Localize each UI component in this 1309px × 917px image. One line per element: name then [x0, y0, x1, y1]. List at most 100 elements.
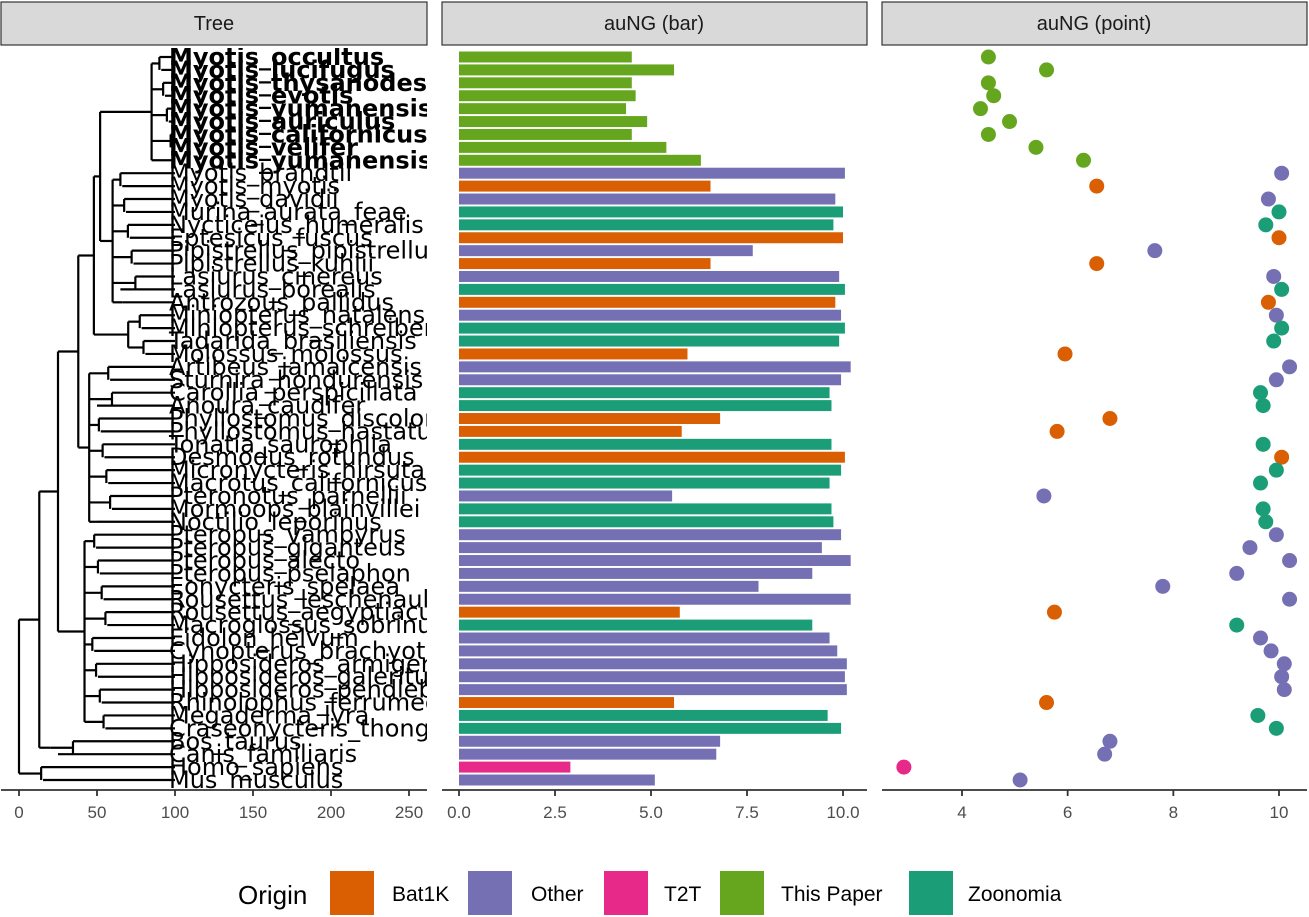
- bar: [459, 232, 843, 244]
- tip-label: Canis_familiaris: [169, 740, 357, 768]
- tip-label: Lasiurus_cinereus: [169, 262, 383, 290]
- tick-label: 10: [1270, 803, 1289, 822]
- point: [1102, 411, 1118, 426]
- point: [972, 101, 988, 117]
- bar: [459, 477, 830, 489]
- bar: [459, 697, 675, 709]
- tip-label: Hipposideros_armiger: [169, 650, 431, 678]
- point: [1276, 656, 1292, 672]
- tip-label: Hipposideros_pendleburyi: [169, 676, 480, 704]
- tip-label: Pteropus_vampyrus: [169, 521, 406, 549]
- point: [1282, 591, 1298, 607]
- tip-label: Megaderma_lyra: [169, 701, 369, 729]
- tip-label: Miniopterus_natalensis: [169, 301, 444, 329]
- point: [1255, 398, 1271, 414]
- point: [1250, 707, 1266, 723]
- bar: [459, 413, 721, 424]
- bar: [459, 606, 680, 618]
- bar: [459, 283, 845, 295]
- tip-label: Myotis_myotis: [169, 172, 340, 200]
- tip-labels: Myotis_occultusMyotis_lucifugusMyotis_th…: [168, 48, 516, 790]
- legend-key: [909, 871, 953, 915]
- bar: [459, 645, 838, 657]
- tick-label: 0.0: [447, 803, 471, 822]
- point: [1274, 281, 1290, 297]
- tip-label: Cynopterus_brachyotis: [169, 637, 445, 665]
- bar: [459, 309, 842, 321]
- tip-label: Artibeus_jamaicensis: [169, 353, 422, 381]
- tip-label: Pteropus_alecto: [169, 547, 360, 575]
- bar: [459, 542, 822, 554]
- point: [1276, 682, 1292, 698]
- bar: [459, 748, 717, 760]
- bar: [459, 529, 842, 541]
- tip-label: Pipistrellus_kuhlii: [169, 250, 374, 278]
- strip-point-label: auNG (point): [1037, 13, 1152, 35]
- point: [1274, 449, 1290, 465]
- tip-label: Miniopterus_schreibersii: [169, 314, 459, 342]
- point: [1076, 152, 1092, 168]
- tick-label: 150: [239, 803, 267, 822]
- legend-key: [720, 871, 764, 915]
- bar: [459, 464, 842, 476]
- point: [1229, 565, 1245, 581]
- tip-label: Lasiurus_borealis: [169, 275, 376, 303]
- bar: [459, 77, 632, 89]
- tick-label: 7.5: [735, 803, 759, 822]
- bar: [459, 438, 832, 450]
- bar: [459, 400, 832, 412]
- legend-title: Origin: [238, 880, 307, 910]
- tick-label: 2.5: [543, 803, 567, 822]
- tip-label: Noctilio_leporinus: [169, 508, 382, 536]
- tree-panel: Myotis_occultusMyotis_lucifugusMyotis_th…: [17, 48, 516, 790]
- tip-label: Tadarida_brasiliensis: [168, 327, 417, 355]
- bar: [459, 193, 836, 205]
- point: [1155, 578, 1171, 594]
- tip-label: Myotis_auriculus: [169, 108, 395, 136]
- tip-label: Mormoops_blainvillei: [169, 495, 420, 523]
- point: [1266, 268, 1282, 284]
- point: [1271, 230, 1287, 246]
- tick-label: 5.0: [639, 803, 663, 822]
- tip-label: Bos_taurus: [169, 727, 302, 755]
- strip-tree: Tree: [0, 1, 428, 46]
- point: [1012, 772, 1028, 788]
- point: [1046, 604, 1062, 620]
- bar: [459, 51, 632, 63]
- tip-label: Micronycteris_hirsuta: [169, 456, 425, 484]
- bar-panel: [459, 51, 851, 786]
- tip-label: Pteropus_giganteus: [169, 534, 406, 562]
- point: [980, 126, 996, 142]
- point: [1255, 501, 1271, 517]
- point: [1268, 307, 1284, 323]
- bar: [459, 348, 688, 360]
- bar: [459, 296, 836, 308]
- tip-label: Eptesicus_fuscus: [169, 224, 373, 252]
- tip-label: Sturnira_hondurensis: [169, 366, 423, 394]
- tip-label: Myotis_yumanensis: [169, 146, 432, 174]
- point: [986, 88, 1002, 104]
- bar: [459, 555, 851, 567]
- bar: [459, 567, 813, 579]
- tip-label: Myotis_velifer: [169, 133, 358, 161]
- bar: [459, 387, 830, 399]
- bar: [459, 141, 667, 153]
- bar: [459, 671, 845, 683]
- legend-label: This Paper: [781, 883, 883, 906]
- point: [1255, 436, 1271, 452]
- point: [1274, 669, 1290, 685]
- point: [1229, 617, 1245, 633]
- point: [1057, 346, 1073, 362]
- point: [1268, 372, 1284, 388]
- point: [980, 75, 996, 91]
- tip-label: Rhinolophus_ferrumequinum: [169, 689, 516, 717]
- tip-label: Phyllostomus_discolor: [169, 405, 434, 433]
- bar: [459, 270, 840, 282]
- point: [1036, 488, 1052, 504]
- point: [1028, 139, 1044, 155]
- bar: [459, 593, 851, 605]
- tip-label: Myotis_davidii: [169, 185, 339, 213]
- point: [1260, 294, 1276, 310]
- point: [1039, 695, 1055, 711]
